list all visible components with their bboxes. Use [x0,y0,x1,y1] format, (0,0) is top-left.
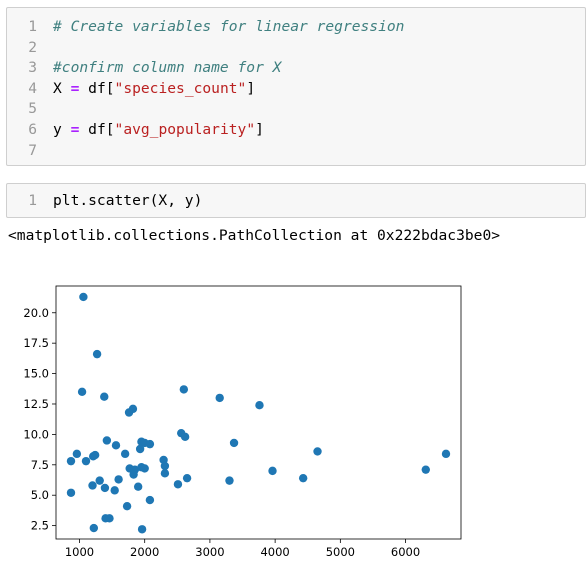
cell-output-text: <matplotlib.collections.PathCollection a… [8,226,500,246]
scatter-point [78,388,86,396]
scatter-point [140,464,148,472]
scatter-point [90,524,98,532]
plot-area [56,286,461,539]
line-number: 2 [7,38,37,58]
y-tick-label: 2.5 [31,519,49,533]
y-tick-label: 17.5 [23,336,49,350]
y-tick-label: 20.0 [23,306,49,320]
scatter-point [110,486,118,494]
line-number: 5 [7,99,37,119]
line-number: 4 [7,79,37,99]
y-tick-label: 10.0 [23,427,49,441]
x-tick-label: 3000 [195,545,224,559]
line-number: 6 [7,120,37,140]
scatter-point [79,293,87,301]
y-tick-label: 15.0 [23,367,49,381]
scatter-point [112,441,120,449]
scatter-point [88,481,96,489]
scatter-point [183,474,191,482]
y-tick-label: 5.0 [31,488,49,502]
scatter-point [230,439,238,447]
code-cell-scatter[interactable]: 1 plt.scatter(X, y) [6,183,586,218]
scatter-point [215,394,223,402]
code-text[interactable]: # Create variables for linear regression [53,17,404,37]
scatter-point [134,482,142,490]
scatter-point [442,450,450,458]
scatter-point [174,480,182,488]
x-tick-label: 5000 [326,545,355,559]
code-string: "species_count" [115,80,247,97]
code-token: plt.scatter(X, y) [53,192,202,209]
scatter-point [103,436,111,444]
line-number: 7 [7,141,37,161]
x-tick-label: 1000 [65,545,94,559]
x-tick-label: 4000 [260,545,289,559]
line-number: 1 [7,17,37,37]
scatter-point [268,467,276,475]
code-text[interactable]: plt.scatter(X, y) [53,191,202,211]
scatter-point [136,445,144,453]
scatter-point [100,392,108,400]
scatter-point [121,450,129,458]
code-string: "avg_popularity" [115,121,256,138]
scatter-point [105,514,113,522]
scatter-point [82,457,90,465]
scatter-point [146,496,154,504]
scatter-point [125,408,133,416]
code-cell-variables[interactable]: 1 # Create variables for linear regressio… [6,7,586,166]
scatter-point [67,457,75,465]
scatter-point [181,433,189,441]
scatter-point [146,440,154,448]
code-text[interactable]: X = df["species_count"] [53,79,255,99]
scatter-point [161,469,169,477]
scatter-point [91,451,99,459]
scatter-point [67,489,75,497]
scatter-point [123,502,131,510]
line-number: 3 [7,58,37,78]
scatter-point [101,484,109,492]
scatter-point [225,476,233,484]
scatter-point [422,465,430,473]
code-token: X [53,80,71,97]
scatter-point [93,350,101,358]
scatter-point [73,450,81,458]
code-comment: #confirm column name for X [53,59,281,76]
code-token: y [53,121,71,138]
y-tick-label: 7.5 [31,458,49,472]
scatter-point [114,475,122,483]
code-text[interactable]: #confirm column name for X [53,58,281,78]
scatter-point [299,474,307,482]
code-token: ] [255,121,264,138]
scatter-point [129,470,137,478]
x-tick-label: 6000 [391,545,420,559]
scatter-plot: 1000 2000 3000 4000 5000 6000 2.5 5.0 7.5 10.0 12.… [0,280,470,573]
code-token: ] [246,80,255,97]
code-token: df[ [79,121,114,138]
scatter-point [161,462,169,470]
scatter-point [255,401,263,409]
line-number: 1 [7,191,37,211]
x-tick-label: 2000 [130,545,159,559]
scatter-point [313,447,321,455]
y-tick-label: 12.5 [23,397,49,411]
scatter-point [180,385,188,393]
scatter-point [138,525,146,533]
code-text[interactable]: y = df["avg_popularity"] [53,120,264,140]
code-comment: # Create variables for linear regression [53,18,404,35]
code-token: df[ [79,80,114,97]
scatter-point [95,476,103,484]
